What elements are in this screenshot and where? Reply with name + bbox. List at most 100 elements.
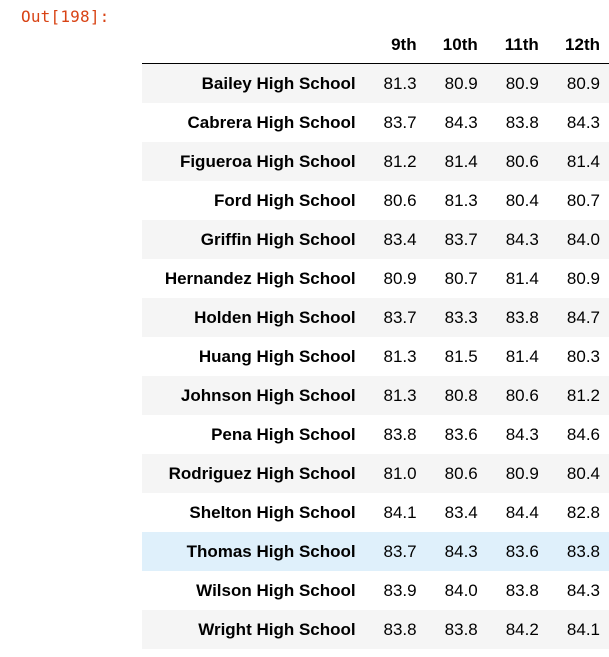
row-index-school-name: Shelton High School <box>189 502 356 522</box>
row-index-school-name: Wright High School <box>198 619 356 639</box>
row-index-school-name: Ford High School <box>213 190 356 210</box>
table-row: Rodriguez High School 81.0 80.6 80.9 80.4 <box>142 454 609 493</box>
table-cell-score: 84.3 <box>566 112 600 132</box>
table-cell-score: 81.4 <box>444 151 478 171</box>
row-index-school-name: Wilson High School <box>196 580 356 600</box>
table-cell-score: 83.7 <box>444 229 478 249</box>
table-cell-score: 84.0 <box>566 229 600 249</box>
table-cell-score: 80.9 <box>566 268 600 288</box>
table-cell-score: 80.6 <box>505 151 539 171</box>
index-header <box>142 26 365 64</box>
table-cell-score: 83.8 <box>505 307 539 327</box>
table-cell-score: 84.2 <box>505 619 539 639</box>
table-cell-score: 83.4 <box>383 229 417 249</box>
table-cell-score: 84.1 <box>566 619 600 639</box>
table-row: Holden High School 83.7 83.3 83.8 84.7 <box>142 298 609 337</box>
table-row: Shelton High School 84.1 83.4 84.4 82.8 <box>142 493 609 532</box>
table-row: Huang High School 81.3 81.5 81.4 80.3 <box>142 337 609 376</box>
table-cell-score: 83.8 <box>505 112 539 132</box>
table-row: Johnson High School 81.3 80.8 80.6 81.2 <box>142 376 609 415</box>
dataframe-output: 9th 10th 11th 12th Bailey High School 81.… <box>142 26 609 649</box>
row-index-school-name: Hernandez High School <box>164 268 356 288</box>
table-cell-score: 80.9 <box>383 268 417 288</box>
table-cell-score: 81.0 <box>383 463 417 483</box>
table-cell-score: 80.3 <box>566 346 600 366</box>
table-cell-score: 80.8 <box>444 385 478 405</box>
table-cell-score: 80.9 <box>505 463 539 483</box>
table-cell-score: 80.9 <box>505 73 539 93</box>
table-cell-score: 81.3 <box>444 190 478 210</box>
table-cell-score: 81.2 <box>383 151 417 171</box>
table-cell-score: 84.1 <box>383 502 417 522</box>
table-cell-score: 80.9 <box>444 73 478 93</box>
table-cell-score: 84.3 <box>444 112 478 132</box>
column-header-10th: 10th <box>442 34 478 54</box>
header-row: 9th 10th 11th 12th <box>142 26 609 64</box>
row-index-school-name: Thomas High School <box>186 541 356 561</box>
table-cell-score: 84.7 <box>566 307 600 327</box>
column-header-11th: 11th <box>504 34 539 54</box>
table-cell-score: 81.3 <box>383 385 417 405</box>
row-index-school-name: Figueroa High School <box>179 151 356 171</box>
column-header-12th: 12th <box>565 34 600 54</box>
table-cell-score: 83.8 <box>505 580 539 600</box>
table-cell-score: 81.4 <box>505 346 539 366</box>
table-cell-score: 83.3 <box>444 307 478 327</box>
row-index-school-name: Huang High School <box>198 346 356 366</box>
output-prompt: Out[198]: <box>21 7 110 26</box>
row-index-school-name: Cabrera High School <box>187 112 356 132</box>
table-row: Wilson High School 83.9 84.0 83.8 84.3 <box>142 571 609 610</box>
table-cell-score: 80.7 <box>566 190 600 210</box>
row-index-school-name: Johnson High School <box>180 385 356 405</box>
table-row: Bailey High School 81.3 80.9 80.9 80.9 <box>142 63 609 103</box>
table-cell-score: 83.9 <box>383 580 417 600</box>
table-cell-score: 80.7 <box>444 268 478 288</box>
table-cell-score: 83.7 <box>383 307 417 327</box>
dataframe-table: 9th 10th 11th 12th Bailey High School 81.… <box>142 26 609 649</box>
table-row: Cabrera High School 83.7 84.3 83.8 84.3 <box>142 103 609 142</box>
table-cell-score: 84.3 <box>444 541 478 561</box>
table-cell-score: 84.3 <box>505 424 539 444</box>
row-index-school-name: Pena High School <box>211 424 356 444</box>
table-cell-score: 80.4 <box>566 463 600 483</box>
table-row: Pena High School 83.8 83.6 84.3 84.6 <box>142 415 609 454</box>
table-row: Hernandez High School 80.9 80.7 81.4 80.9 <box>142 259 609 298</box>
table-cell-score: 83.8 <box>383 619 417 639</box>
table-cell-score: 82.8 <box>566 502 600 522</box>
table-cell-score: 84.0 <box>444 580 478 600</box>
table-cell-score: 80.4 <box>505 190 539 210</box>
table-cell-score: 80.6 <box>444 463 478 483</box>
table-cell-score: 81.3 <box>383 346 417 366</box>
table-row: Thomas High School 83.7 84.3 83.6 83.8 <box>142 532 609 571</box>
row-index-school-name: Bailey High School <box>201 73 356 93</box>
table-row: Griffin High School 83.4 83.7 84.3 84.0 <box>142 220 609 259</box>
table-cell-score: 83.6 <box>444 424 478 444</box>
table-cell-score: 83.8 <box>566 541 600 561</box>
column-header-9th: 9th <box>391 34 417 54</box>
table-cell-score: 83.7 <box>383 541 417 561</box>
table-cell-score: 81.4 <box>505 268 539 288</box>
table-cell-score: 83.6 <box>505 541 539 561</box>
table-cell-score: 83.7 <box>383 112 417 132</box>
table-cell-score: 84.3 <box>505 229 539 249</box>
table-row: Wright High School 83.8 83.8 84.2 84.1 <box>142 610 609 649</box>
table-cell-score: 84.6 <box>566 424 600 444</box>
table-body: Bailey High School 81.3 80.9 80.9 80.9 Cabrer… <box>142 63 609 649</box>
table-cell-score: 80.6 <box>505 385 539 405</box>
table-cell-score: 83.8 <box>383 424 417 444</box>
row-index-school-name: Holden High School <box>194 307 356 327</box>
table-cell-score: 83.4 <box>444 502 478 522</box>
table-cell-score: 81.3 <box>383 73 417 93</box>
table-row: Ford High School 80.6 81.3 80.4 80.7 <box>142 181 609 220</box>
table-cell-score: 84.3 <box>566 580 600 600</box>
table-cell-score: 83.8 <box>444 619 478 639</box>
table-cell-score: 80.9 <box>566 73 600 93</box>
table-row: Figueroa High School 81.2 81.4 80.6 81.4 <box>142 142 609 181</box>
table-cell-score: 81.2 <box>566 385 600 405</box>
row-index-school-name: Rodriguez High School <box>168 463 356 483</box>
table-cell-score: 81.4 <box>566 151 600 171</box>
table-cell-score: 81.5 <box>444 346 478 366</box>
row-index-school-name: Griffin High School <box>200 229 356 249</box>
table-cell-score: 84.4 <box>505 502 539 522</box>
table-cell-score: 80.6 <box>383 190 417 210</box>
